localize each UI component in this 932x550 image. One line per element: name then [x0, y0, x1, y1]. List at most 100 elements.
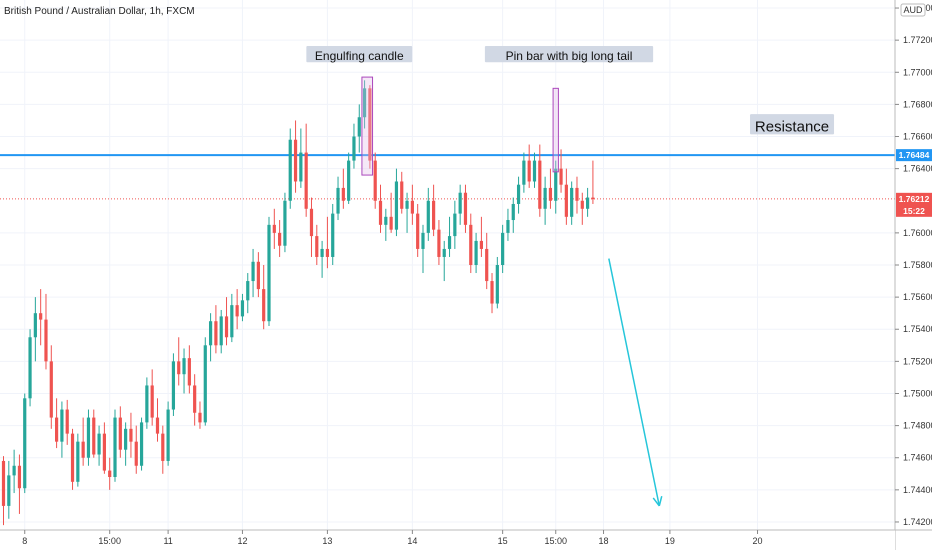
- candle-body: [336, 187, 340, 214]
- y-tick-label: 1.74400: [903, 485, 932, 495]
- candle-body: [76, 441, 80, 482]
- annotations: Engulfing candle Pin bar with big long ta…: [306, 46, 835, 135]
- candle-body: [485, 248, 489, 282]
- time-axis-background: [0, 530, 895, 550]
- candle-body: [1, 460, 6, 506]
- candle-body: [564, 184, 568, 217]
- candle-body: [527, 160, 531, 182]
- candle-body: [161, 433, 165, 461]
- candle-body: [81, 441, 85, 458]
- candle-body: [447, 236, 452, 249]
- candle-body: [410, 200, 414, 214]
- candle-body: [591, 197, 595, 200]
- candle-body: [389, 216, 393, 230]
- candle-body: [256, 261, 260, 290]
- candle-body: [357, 117, 361, 137]
- candle-body: [70, 433, 75, 482]
- candle-body: [262, 289, 266, 322]
- candle-body: [554, 168, 558, 201]
- highlight-box: [552, 87, 559, 173]
- candle-body: [352, 136, 356, 161]
- grid: [0, 0, 895, 530]
- candle-body: [193, 385, 197, 413]
- candle-body: [325, 248, 330, 257]
- y-tick-label: 1.75400: [903, 324, 932, 334]
- candle-body: [341, 187, 345, 201]
- candle-body: [44, 319, 48, 362]
- candle-body: [7, 475, 11, 506]
- candle-body: [187, 358, 191, 386]
- candle-body: [28, 337, 32, 399]
- candle-body: [575, 187, 579, 201]
- candle-body: [538, 160, 542, 209]
- candle-body: [501, 232, 505, 265]
- candle-body: [506, 220, 510, 233]
- resistance-price-tag: [896, 149, 932, 162]
- candle-body: [124, 428, 128, 450]
- price-axis[interactable]: 1.74200 1.74400 1.74600 1.74800 1.75000 1.752…: [895, 3, 932, 527]
- candle-body: [92, 417, 96, 455]
- candle-body: [490, 281, 494, 304]
- candle-body: [145, 385, 149, 423]
- candle-body: [60, 409, 64, 442]
- candle-body: [219, 316, 223, 346]
- candle-body: [516, 184, 521, 204]
- x-tick-label: 13: [322, 536, 332, 546]
- candle-body: [309, 208, 314, 237]
- candle-body: [198, 412, 202, 423]
- y-tick-label: 1.74800: [903, 421, 932, 431]
- candle-body: [12, 465, 16, 476]
- arrow-head: [658, 496, 663, 507]
- candle-body: [580, 200, 584, 209]
- candle-body: [97, 433, 101, 455]
- candle-body: [543, 187, 547, 209]
- candle-body: [479, 240, 483, 249]
- candle-body: [362, 88, 367, 118]
- currency-label: AUD: [903, 5, 923, 15]
- candle-body: [129, 428, 133, 442]
- candle-body: [203, 345, 207, 423]
- candle-body: [548, 187, 553, 201]
- candle-body: [272, 224, 276, 233]
- candle-body: [331, 213, 335, 257]
- annotation-background: [306, 46, 413, 63]
- y-tick-label: 1.76400: [903, 164, 932, 174]
- candle-body: [373, 160, 377, 201]
- candle-body: [463, 192, 468, 225]
- candle-body: [522, 160, 526, 185]
- candle-body: [49, 361, 53, 418]
- x-tick-label: 12: [237, 536, 247, 546]
- x-tick-label: 15:00: [544, 536, 567, 546]
- x-tick-label: 15: [498, 536, 508, 546]
- candle-body: [495, 265, 499, 304]
- candle-body: [113, 417, 117, 477]
- candle-body: [108, 470, 112, 477]
- candle-body: [65, 409, 69, 434]
- candle-body: [474, 240, 478, 265]
- candle-body: [315, 236, 319, 257]
- candle-body: [453, 213, 457, 237]
- x-tick-label: 20: [753, 536, 763, 546]
- trend-arrow[interactable]: [608, 258, 663, 507]
- y-tick-label: 1.74200: [903, 517, 932, 527]
- candle-body: [139, 422, 144, 466]
- candle-body: [416, 213, 420, 249]
- candle-body: [586, 197, 590, 209]
- candle-body: [299, 152, 303, 182]
- candle-body: [177, 361, 181, 375]
- candle-body: [150, 385, 154, 418]
- highlight-boxes: [361, 76, 559, 176]
- candle-body: [155, 417, 160, 434]
- y-tick-label: 1.77000: [903, 67, 932, 77]
- candle-body: [288, 139, 292, 201]
- candle-body: [235, 305, 239, 317]
- arrow-shaft: [608, 258, 661, 507]
- countdown-label: 15:22: [903, 206, 925, 216]
- candle-body: [102, 433, 106, 471]
- y-tick-label: 1.74600: [903, 453, 932, 463]
- candle-body: [182, 358, 186, 375]
- y-tick-label: 1.76600: [903, 132, 932, 142]
- candle-body: [347, 160, 351, 201]
- time-axis[interactable]: 8 15:00 11 12 13 14 15 15:00 18 19 20: [22, 530, 763, 546]
